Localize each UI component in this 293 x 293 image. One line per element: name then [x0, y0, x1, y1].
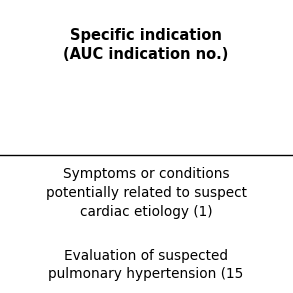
Text: Evaluation of suspected
pulmonary hypertension (15: Evaluation of suspected pulmonary hypert… [48, 248, 244, 282]
Text: Specific indication
(AUC indication no.): Specific indication (AUC indication no.) [63, 28, 229, 62]
Text: Symptoms or conditions
potentially related to suspect
cardiac etiology (1): Symptoms or conditions potentially relat… [45, 167, 246, 219]
